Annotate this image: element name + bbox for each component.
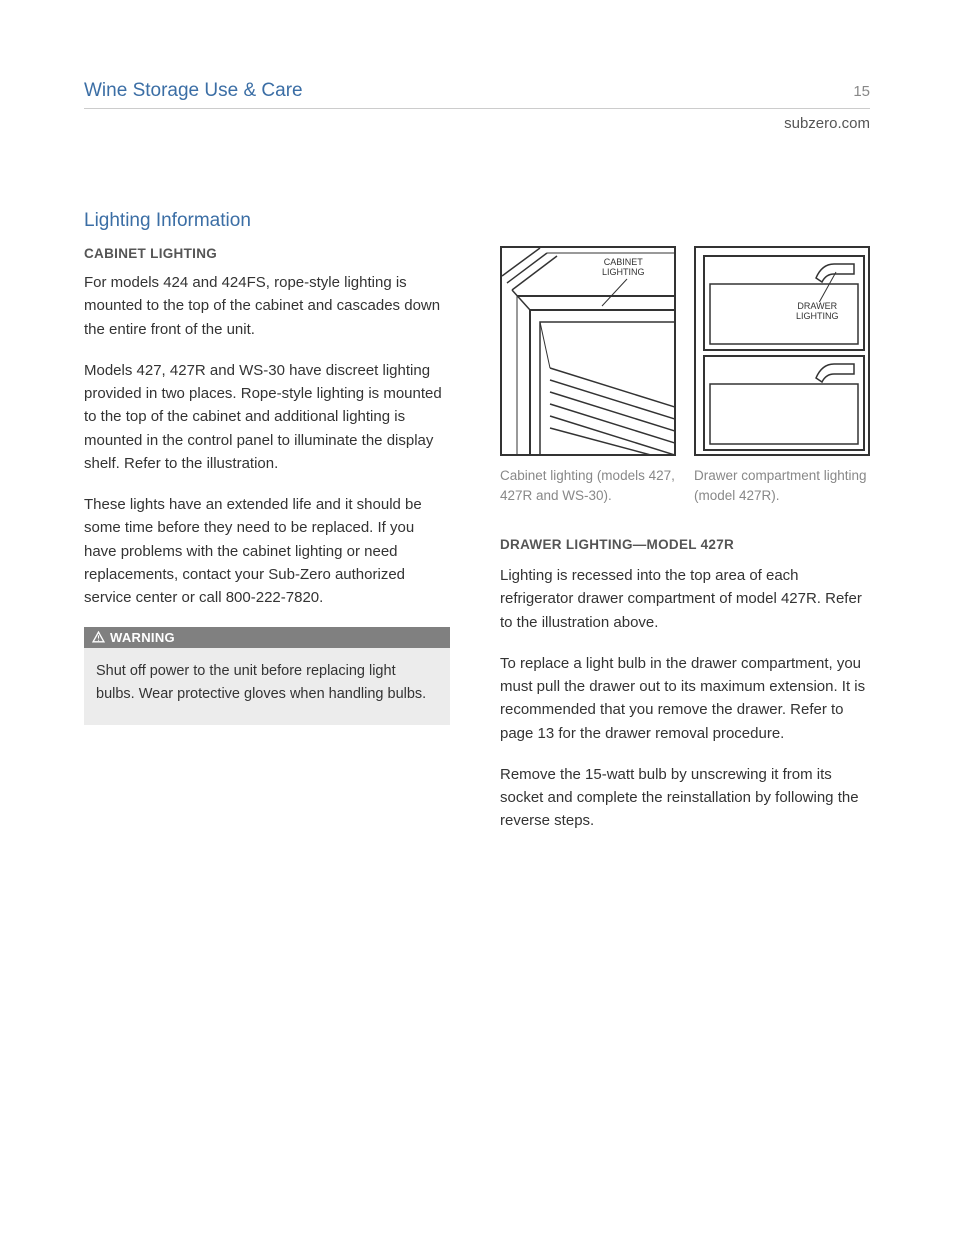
left-column: CABINET LIGHTING For models 424 and 424F… <box>84 246 450 851</box>
figure-2-label: DRAWERLIGHTING <box>796 302 839 322</box>
figure-2-caption: Drawer compartment lighting (model 427R)… <box>694 466 870 505</box>
figure-2-illustration: DRAWERLIGHTING <box>694 246 870 456</box>
cabinet-p3: These lights have an extended life and i… <box>84 493 450 609</box>
figure-2: DRAWERLIGHTING Drawer compartment lighti… <box>694 246 870 505</box>
figure-1-caption: Cabinet lighting (models 427, 427R and W… <box>500 466 676 505</box>
warning-body: Shut off power to the unit before replac… <box>84 648 450 725</box>
figure-1-illustration: CABINETLIGHTING <box>500 246 676 456</box>
cabinet-p1: For models 424 and 424FS, rope-style lig… <box>84 271 450 341</box>
figure-row: CABINETLIGHTING Cabinet lighting (models… <box>500 246 870 505</box>
page-number: 15 <box>853 83 870 100</box>
figure-1: CABINETLIGHTING Cabinet lighting (models… <box>500 246 676 505</box>
drawer-subhead: DRAWER LIGHTING—MODEL 427R <box>500 537 870 552</box>
drawer-p3: Remove the 15-watt bulb by unscrewing it… <box>500 763 870 833</box>
cabinet-subhead: CABINET LIGHTING <box>84 246 450 261</box>
warning-label: WARNING <box>110 630 175 645</box>
right-column: CABINETLIGHTING Cabinet lighting (models… <box>500 246 870 851</box>
header-title: Wine Storage Use & Care <box>84 80 303 102</box>
warning-triangle-icon <box>92 631 105 644</box>
warning-bar: WARNING <box>84 627 450 648</box>
content-columns: CABINET LIGHTING For models 424 and 424F… <box>84 246 870 851</box>
drawer-p1: Lighting is recessed into the top area o… <box>500 564 870 634</box>
site-url: subzero.com <box>84 115 870 132</box>
page-header: Wine Storage Use & Care 15 <box>84 80 870 109</box>
cabinet-p2: Models 427, 427R and WS-30 have discreet… <box>84 359 450 475</box>
figure-1-label: CABINETLIGHTING <box>602 258 645 278</box>
drawer-p2: To replace a light bulb in the drawer co… <box>500 652 870 745</box>
section-title: Lighting Information <box>84 210 870 232</box>
